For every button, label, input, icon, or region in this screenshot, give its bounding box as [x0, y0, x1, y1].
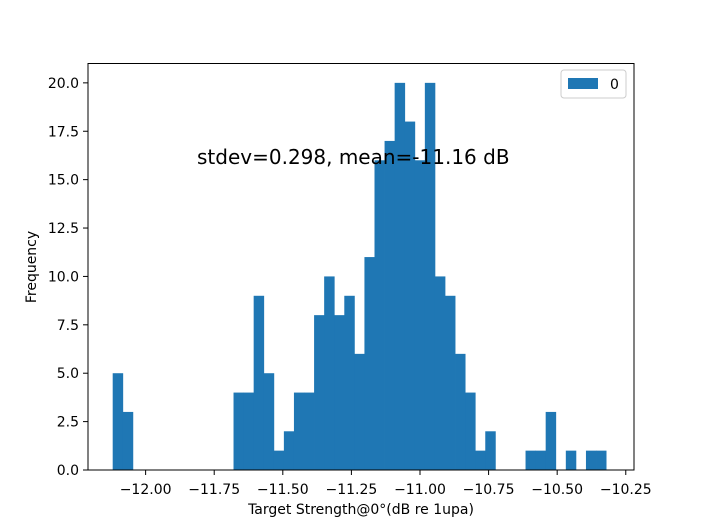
histogram-bar: [354, 353, 365, 470]
histogram-bar: [455, 353, 466, 470]
y-tick-label: 20.0: [48, 76, 79, 92]
stats-annotation: stdev=0.298, mean=-11.16 dB: [197, 145, 510, 169]
histogram-bar: [293, 392, 305, 470]
histogram-bar: [394, 82, 406, 470]
histogram-bar: [233, 392, 244, 470]
legend-label: 0: [610, 77, 619, 93]
histogram-bar: [304, 392, 315, 470]
x-tick-label: −12.00: [120, 482, 172, 498]
histogram-bar: [314, 315, 325, 470]
x-tick-label: −10.50: [531, 482, 583, 498]
histogram-bar: [243, 392, 255, 470]
histogram-bar: [283, 431, 295, 470]
x-axis-label: Target Strength@0°(dB re 1upa): [247, 502, 474, 518]
y-axis-label: Frequency: [24, 231, 40, 303]
x-tick-label: −11.75: [188, 482, 240, 498]
x-tick-label: −10.25: [600, 482, 652, 498]
axes-frame: [87, 63, 635, 471]
histogram-bar: [384, 140, 396, 470]
histogram-bar: [374, 160, 385, 471]
x-tick-label: −11.50: [257, 482, 309, 498]
histogram-bar: [424, 82, 436, 470]
y-tick-label: 17.5: [48, 124, 79, 140]
histogram-bar: [485, 431, 496, 470]
histogram-bar: [585, 450, 597, 470]
histogram-bar: [364, 257, 375, 470]
x-axis-ticks: −12.00 −11.75 −11.50 −11.25 −11.00 −10.75 −10.…: [120, 470, 652, 498]
histogram-bar: [112, 373, 124, 470]
legend: 0: [560, 69, 627, 99]
histogram-bar: [334, 315, 345, 470]
histogram-bars: [112, 82, 607, 471]
y-tick-label: 7.5: [57, 318, 79, 334]
histogram-bar: [434, 276, 446, 470]
histogram-bar: [404, 121, 416, 471]
histogram-bar: [444, 295, 456, 470]
histogram-bar: [263, 373, 275, 470]
y-tick-label: 5.0: [57, 366, 79, 382]
histogram-bar: [414, 160, 426, 471]
legend-swatch: [568, 78, 598, 89]
x-tick-label: −10.75: [463, 482, 515, 498]
y-tick-label: 12.5: [48, 221, 79, 237]
histogram-bar: [344, 295, 355, 470]
y-axis-ticks: 0.0 2.5 5.0 7.5 10.0 12.5 15.0 17.5 20.0: [48, 76, 88, 479]
histogram-bar: [273, 450, 285, 470]
histogram-bar: [545, 411, 557, 470]
y-tick-label: 2.5: [57, 415, 79, 431]
y-tick-label: 0.0: [57, 463, 79, 479]
y-tick-label: 10.0: [48, 269, 79, 285]
histogram-bar: [565, 450, 577, 470]
histogram-bar: [324, 276, 335, 470]
histogram-bar: [475, 450, 486, 470]
histogram-bar: [253, 295, 265, 470]
y-tick-label: 15.0: [48, 173, 79, 189]
histogram-bar: [525, 450, 537, 470]
histogram-bar: [535, 450, 547, 470]
x-tick-label: −11.25: [325, 482, 377, 498]
histogram-bar: [596, 450, 607, 470]
histogram-bar: [465, 392, 476, 470]
x-tick-label: −11.00: [394, 482, 446, 498]
histogram-bar: [122, 411, 134, 470]
